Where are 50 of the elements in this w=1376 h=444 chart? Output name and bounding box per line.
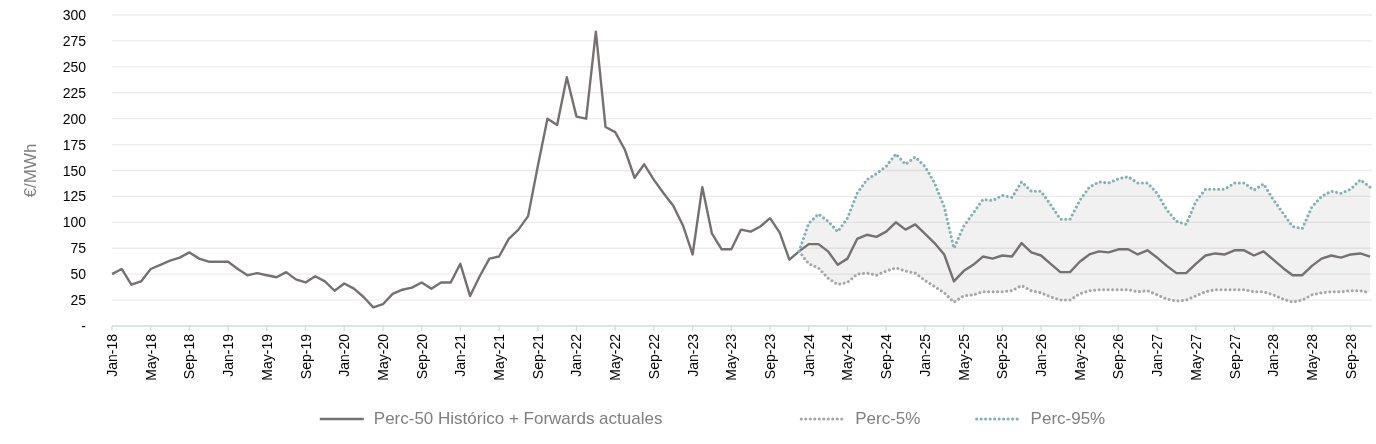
- x-tick-label: Sep-28: [1342, 333, 1359, 380]
- x-tick-label: Sep-19: [297, 333, 314, 380]
- y-axis-title: €/MWh: [21, 143, 40, 198]
- x-tick-label: May-22: [607, 333, 624, 381]
- x-tick-label: May-19: [258, 333, 275, 381]
- x-tick-label: Sep-26: [1110, 333, 1127, 380]
- x-tick-label: Sep-25: [994, 333, 1011, 380]
- x-tick-label: Sep-20: [413, 333, 430, 380]
- x-tick-label: May-20: [374, 333, 391, 381]
- x-tick-label: Sep-18: [181, 333, 198, 380]
- legend-label: Perc-5%: [855, 409, 921, 428]
- x-tick-label: May-26: [1071, 333, 1088, 381]
- legend-label: Perc-95%: [1030, 409, 1106, 428]
- x-tick-label: Jan-23: [684, 333, 701, 377]
- y-tick-label: 275: [62, 32, 87, 49]
- x-tick-label: Jan-26: [1032, 333, 1049, 377]
- x-tick-label: Sep-24: [878, 333, 895, 380]
- x-tick-label: May-24: [839, 333, 856, 381]
- x-tick-label: Jan-22: [568, 333, 585, 377]
- x-tick-label: Sep-23: [762, 333, 779, 380]
- x-tick-label: Jan-25: [916, 333, 933, 377]
- x-tick-label: Jan-24: [800, 333, 817, 377]
- y-tick-label: -: [81, 318, 87, 334]
- y-tick-label: 200: [62, 110, 87, 127]
- y-tick-label: 150: [62, 162, 87, 179]
- y-tick-label: 175: [62, 136, 87, 153]
- x-tick-label: May-23: [723, 333, 740, 381]
- y-tick-label: 100: [62, 214, 87, 231]
- x-tick-label: May-27: [1187, 333, 1204, 381]
- x-tick-label: Sep-27: [1226, 333, 1243, 380]
- x-tick-label: Jan-18: [104, 333, 120, 377]
- x-tick-label: Jan-21: [452, 333, 469, 377]
- y-tick-label: 75: [70, 240, 87, 257]
- x-tick-label: Jan-28: [1265, 333, 1282, 377]
- y-tick-label: 225: [62, 84, 87, 101]
- x-tick-label: May-28: [1303, 333, 1320, 381]
- x-tick-label: Sep-21: [529, 333, 546, 380]
- y-tick-label: 300: [62, 7, 87, 23]
- y-tick-label: 250: [62, 58, 87, 75]
- y-tick-label: 25: [70, 292, 87, 309]
- x-tick-label: May-25: [955, 333, 972, 381]
- x-tick-label: Jan-20: [336, 333, 353, 377]
- x-tick-label: Sep-22: [645, 333, 662, 380]
- x-tick-label: Jan-19: [220, 333, 237, 377]
- x-tick-label: Jan-27: [1149, 333, 1166, 377]
- x-tick-label: May-21: [491, 333, 508, 381]
- x-tick-label: May-18: [142, 333, 159, 381]
- y-tick-label: 125: [62, 188, 87, 205]
- y-tick-label: 50: [70, 266, 87, 283]
- legend-label: Perc-50 Histórico + Forwards actuales: [373, 409, 663, 428]
